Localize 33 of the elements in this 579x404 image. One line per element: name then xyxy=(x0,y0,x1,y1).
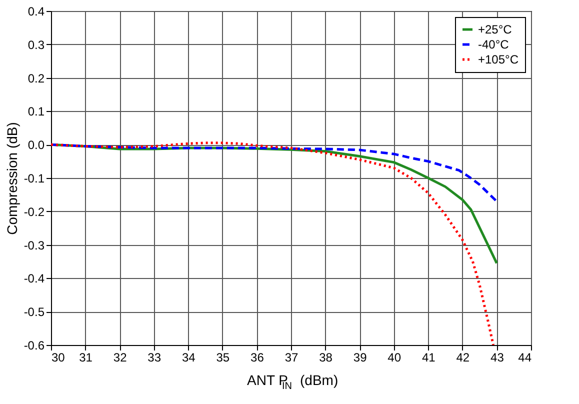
y-tick-label: -0.1 xyxy=(24,172,45,186)
x-tick-label: 42 xyxy=(456,350,470,364)
x-tick-label: 44 xyxy=(518,350,532,364)
x-tick-label: 35 xyxy=(216,350,230,364)
x-tick-label: 34 xyxy=(182,350,196,364)
x-axis-title: ANT PIN (dBm) xyxy=(247,372,338,392)
line-series xyxy=(51,143,498,203)
x-tick-label: 37 xyxy=(284,350,298,364)
y-tick-label: -0.2 xyxy=(24,204,45,219)
legend-label: +105°C xyxy=(478,52,519,66)
y-tick-label: 0.4 xyxy=(28,4,45,18)
x-tick-label: 33 xyxy=(148,350,162,364)
y-tick-label: 0.0 xyxy=(28,138,45,152)
legend-label: -40°C xyxy=(478,38,510,52)
x-tick-label: 32 xyxy=(113,350,128,364)
x-tick-label: 41 xyxy=(422,350,436,364)
y-tick-label: -0.3 xyxy=(24,238,45,252)
legend-label: +25°C xyxy=(478,22,512,36)
x-tick-label: 31 xyxy=(79,350,93,364)
x-tick-label: 38 xyxy=(319,350,333,364)
y-tick-label: -0.6 xyxy=(24,338,45,352)
x-tick-label: 40 xyxy=(388,350,402,364)
y-tick-label: 0.3 xyxy=(28,38,45,52)
line-series xyxy=(51,142,495,345)
y-tick-label: 0.1 xyxy=(28,104,45,119)
x-tick-label: 30 xyxy=(52,350,66,364)
y-axis-title: Compression (dB) xyxy=(4,122,20,235)
x-tick-label: 43 xyxy=(490,350,504,364)
x-tick-label: 39 xyxy=(353,350,368,364)
x-tick-label: 36 xyxy=(250,350,264,364)
y-tick-label: -0.4 xyxy=(24,272,45,286)
y-tick-label: 0.2 xyxy=(28,71,45,86)
y-tick-label: -0.5 xyxy=(24,305,45,320)
